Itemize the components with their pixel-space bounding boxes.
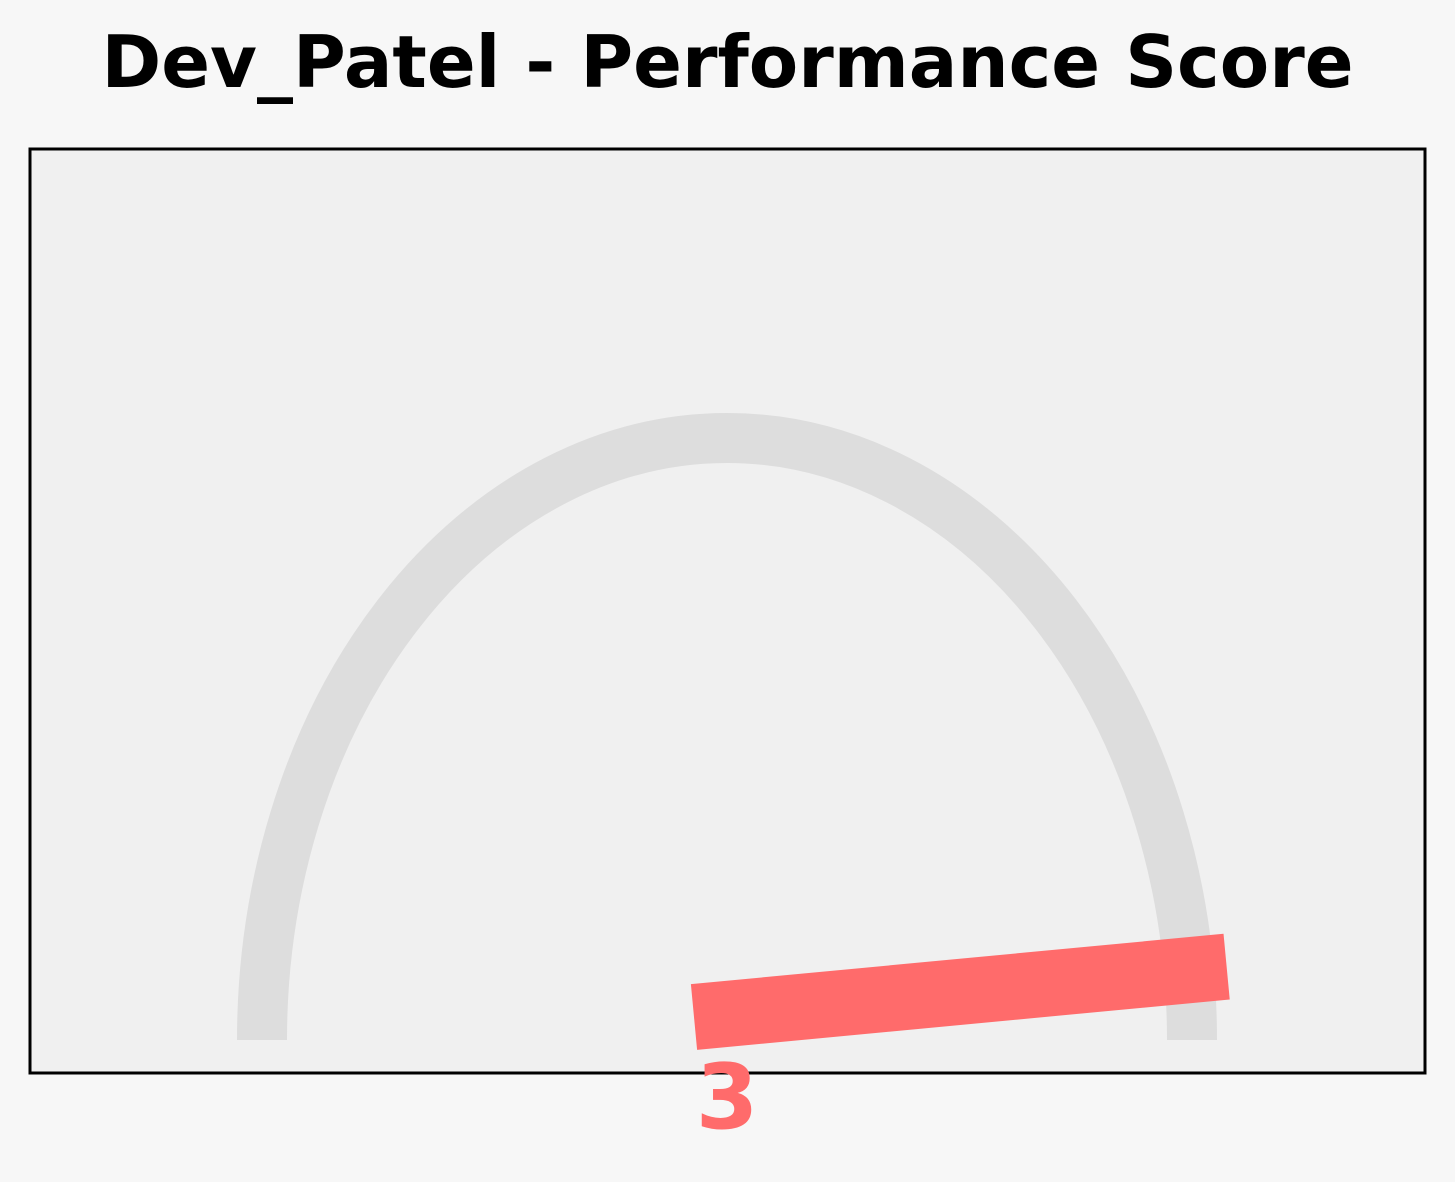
chart-title: Dev_Patel - Performance Score (101, 20, 1354, 104)
gauge-needle (690, 933, 1230, 1050)
score-value-label: 3 (696, 1045, 759, 1150)
gauge-layer (237, 413, 1230, 1050)
gauge-track (237, 413, 1217, 1041)
plot-area (28, 147, 1427, 1075)
